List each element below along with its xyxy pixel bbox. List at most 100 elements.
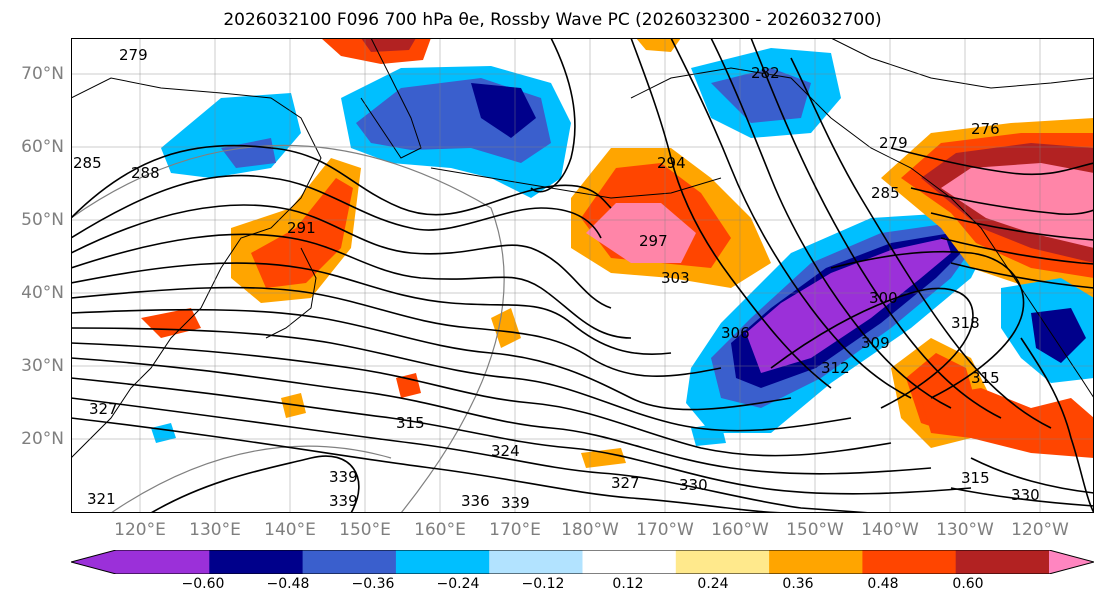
map-panel: 279 279 276 282 285 285 288 291 294 297 … — [71, 38, 1094, 513]
colorbar-segment — [769, 550, 863, 574]
colorbar-segments — [71, 550, 1094, 574]
lon-label-160w: 160°W — [711, 520, 769, 540]
contour-label-291: 291 — [287, 219, 316, 237]
contour-label-309: 309 — [861, 334, 890, 352]
coastline-north-america — [1020, 287, 1094, 399]
colorbar-tick-8: 0.48 — [867, 576, 899, 592]
coastlines — [71, 38, 1094, 459]
colorbar-tick-7: 0.36 — [782, 576, 814, 592]
anomaly-positive-southeast — [921, 388, 1094, 458]
coastline-japan — [265, 247, 317, 339]
anomaly-speck-5 — [581, 448, 626, 468]
anomaly-positive-central-deep — [586, 203, 696, 263]
anomaly-positive-gulf-alaska-core — [941, 163, 1094, 248]
lon-label-150e: 150°E — [339, 520, 391, 540]
contour-label-285: 285 — [73, 154, 102, 172]
colorbar-tick-2: −0.36 — [351, 576, 395, 592]
contour-label-315c: 315 — [971, 369, 1000, 387]
graticule — [71, 38, 1094, 513]
colorbar-segment — [302, 550, 397, 574]
lon-label-120e: 120°E — [114, 520, 166, 540]
colorbar-tick-4: −0.12 — [521, 576, 565, 592]
anomaly-negative-alaska-core — [711, 68, 811, 123]
anomaly-positive-japan-core — [251, 178, 353, 288]
coastline-asia — [71, 77, 322, 459]
colorbar-segment — [955, 550, 1050, 574]
contour-label-339: 339 — [329, 468, 358, 486]
colorbar-segment — [489, 550, 583, 574]
contour-label-279: 279 — [119, 46, 148, 64]
lat-label-50n: 50°N — [21, 210, 64, 230]
contour-label-312: 312 — [821, 359, 850, 377]
lon-label-130w: 130°W — [936, 520, 994, 540]
colorbar-segment — [395, 550, 490, 574]
contour-label-327b: 327 — [611, 474, 640, 492]
map-title: 2026032100 F096 700 hPa θe, Rossby Wave … — [223, 10, 882, 30]
great-circle-arcs — [71, 144, 505, 513]
contour-label-315: 315 — [396, 414, 425, 432]
lat-label-40n: 40°N — [21, 283, 64, 303]
contour-label-336: 336 — [461, 492, 490, 510]
colorbar — [71, 550, 1094, 574]
coastline-kamchatka — [360, 38, 422, 159]
colorbar-tick-6: 0.24 — [697, 576, 729, 592]
contour-label-300: 300 — [869, 289, 898, 307]
lon-label-170w: 170°W — [636, 520, 694, 540]
colorbar-tick-9: 0.60 — [952, 576, 984, 592]
lat-label-30n: 30°N — [21, 356, 64, 376]
contour-label-282: 282 — [751, 64, 780, 82]
lon-label-130e: 130°E — [189, 520, 241, 540]
lat-label-70n: 70°N — [21, 64, 64, 84]
contour-labels: 279 279 276 282 285 285 288 291 294 297 … — [73, 46, 1040, 512]
lon-label-140w: 140°W — [861, 520, 919, 540]
colorbar-tick-0: −0.60 — [181, 576, 225, 592]
contour-label-339b: 339 — [329, 492, 358, 510]
lon-label-180w: 180°W — [561, 520, 619, 540]
colorbar-extend-low — [71, 550, 116, 574]
coastline-canada — [830, 38, 1094, 89]
contour-label-318: 318 — [951, 314, 980, 332]
colorbar-segment — [862, 550, 957, 574]
colorbar-tick-5: 0.12 — [612, 576, 644, 592]
contour-label-321: 321 — [87, 490, 116, 508]
lat-label-20n: 20°N — [21, 429, 64, 449]
contour-label-294: 294 — [657, 154, 686, 172]
contour-label-315b: 315 — [961, 469, 990, 487]
contour-label-303: 303 — [661, 269, 690, 287]
colorbar-tick-3: −0.24 — [436, 576, 480, 592]
anomaly-negative-bering-deep — [471, 83, 536, 138]
contour-label-279b: 279 — [879, 134, 908, 152]
lon-label-160e: 160°E — [414, 520, 466, 540]
lon-label-170e: 170°E — [489, 520, 541, 540]
anomaly-speck-4 — [151, 423, 176, 443]
colorbar-segment — [675, 550, 770, 574]
lon-label-140e: 140°E — [264, 520, 316, 540]
contour-label-339c: 339 — [501, 494, 530, 512]
contour-label-330: 330 — [679, 476, 708, 494]
anomaly-speck-1 — [491, 308, 521, 348]
colorbar-segment — [582, 550, 677, 574]
contour-label-288: 288 — [131, 164, 160, 182]
colorbar-segment — [209, 550, 304, 574]
colorbar-segment — [116, 550, 210, 574]
contour-label-285b: 285 — [871, 184, 900, 202]
contour-label-327: 327 — [89, 400, 118, 418]
contour-label-297: 297 — [639, 232, 668, 250]
coastline-aleutians — [430, 167, 722, 199]
anomaly-positive-north-2 — [361, 38, 416, 52]
theta-e-contours — [71, 38, 1094, 513]
contour-label-306: 306 — [721, 324, 750, 342]
coastline-alaska — [630, 67, 1022, 289]
colorbar-tick-1: −0.48 — [266, 576, 310, 592]
colorbar-extend-high — [1049, 550, 1094, 574]
lon-label-150w: 150°W — [786, 520, 844, 540]
lon-label-120w: 120°W — [1011, 520, 1069, 540]
contour-label-330b: 330 — [1011, 486, 1040, 504]
contour-label-324: 324 — [491, 442, 520, 460]
lat-label-60n: 60°N — [21, 137, 64, 157]
anomaly-speck-2 — [396, 373, 421, 398]
anomaly-negative-mexico-core — [1031, 308, 1086, 363]
anomaly-positive-north-3 — [636, 38, 681, 52]
contour-label-276: 276 — [971, 120, 1000, 138]
anomaly-negative-ne-pacific-core — [746, 238, 951, 373]
